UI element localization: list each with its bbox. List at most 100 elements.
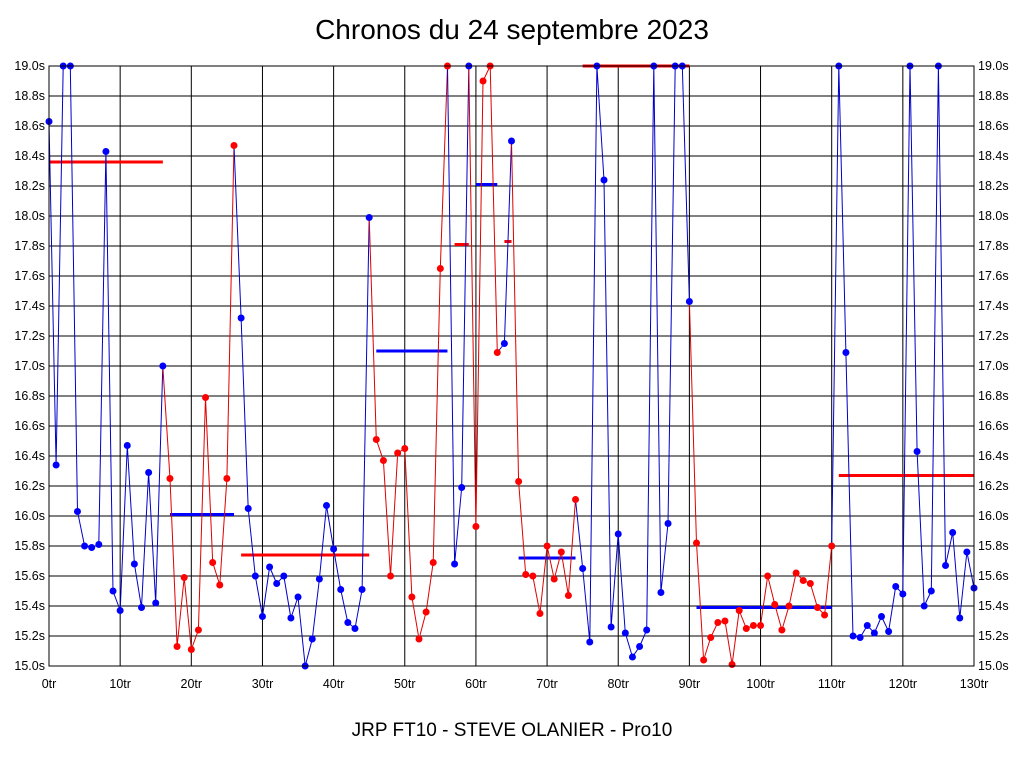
data-point <box>963 548 971 556</box>
data-point <box>842 349 850 356</box>
y-tick-label-right: 18.0s <box>978 209 1009 223</box>
y-tick-label-left: 17.8s <box>14 239 45 253</box>
y-tick-label-left: 18.4s <box>14 149 45 163</box>
data-point <box>785 602 793 610</box>
y-tick-label-right: 17.0s <box>978 359 1009 373</box>
data-point <box>237 314 245 322</box>
data-point <box>52 461 60 469</box>
data-point <box>515 478 523 485</box>
y-tick-label-right: 18.4s <box>978 149 1009 163</box>
data-point <box>372 436 380 443</box>
data-point <box>116 607 124 614</box>
data-point <box>778 626 786 634</box>
data-point <box>273 580 281 587</box>
y-tick-label-left: 16.6s <box>14 419 45 433</box>
data-point <box>700 656 708 664</box>
data-point <box>913 448 921 455</box>
data-point <box>742 625 750 632</box>
data-point <box>109 587 117 595</box>
y-tick-label-right: 18.6s <box>978 119 1009 133</box>
data-point <box>500 340 508 347</box>
series-line <box>468 65 498 527</box>
data-point <box>735 607 743 614</box>
data-point <box>173 643 181 650</box>
data-point <box>81 542 89 550</box>
data-point <box>223 475 231 482</box>
y-tick-label-right: 16.0s <box>978 509 1009 523</box>
data-point <box>251 572 259 580</box>
data-point <box>828 542 836 550</box>
y-tick-label-left: 16.2s <box>14 479 45 493</box>
data-point <box>564 592 572 599</box>
series-line <box>447 65 470 565</box>
y-tick-label-right: 17.2s <box>978 329 1009 343</box>
series-line <box>233 145 370 667</box>
x-tick-label: 120tr <box>889 677 918 691</box>
series-line <box>368 65 448 640</box>
data-point <box>878 613 885 620</box>
series-line <box>48 65 164 611</box>
series-line <box>511 140 576 614</box>
x-tick-label: 0tr <box>42 677 57 691</box>
y-tick-label-left: 18.2s <box>14 179 45 193</box>
data-point <box>166 475 174 482</box>
x-tick-label: 60tr <box>465 677 487 691</box>
data-point <box>266 563 274 571</box>
data-point <box>949 529 957 536</box>
data-point <box>664 520 672 527</box>
data-point <box>771 601 779 608</box>
data-point <box>88 544 96 551</box>
data-point <box>244 505 252 512</box>
y-tick-label-right: 18.8s <box>978 89 1009 103</box>
y-tick-label-right: 16.8s <box>978 389 1009 403</box>
y-tick-label-left: 16.4s <box>14 449 45 463</box>
data-point <box>287 614 295 622</box>
data-point <box>493 349 501 356</box>
y-tick-label-right: 15.2s <box>978 629 1009 643</box>
y-tick-label-right: 16.2s <box>978 479 1009 493</box>
data-point <box>757 622 765 629</box>
data-point <box>95 541 103 548</box>
data-point <box>187 646 195 653</box>
data-point <box>728 661 736 668</box>
data-point <box>529 572 537 580</box>
y-tick-label-left: 15.0s <box>14 659 45 673</box>
y-tick-label-right: 17.6s <box>978 269 1009 283</box>
data-point <box>522 571 530 578</box>
y-tick-label-left: 17.6s <box>14 269 45 283</box>
y-tick-label-right: 19.0s <box>978 59 1009 73</box>
data-point <box>422 608 430 616</box>
y-tick-label-right: 15.4s <box>978 599 1009 613</box>
data-point <box>394 449 402 457</box>
data-point <box>920 602 928 610</box>
data-point <box>365 214 373 221</box>
data-point <box>258 613 266 620</box>
data-point <box>685 298 693 305</box>
data-point <box>429 559 437 566</box>
data-point <box>536 610 544 617</box>
data-point <box>180 574 188 581</box>
x-tick-label: 10tr <box>109 677 131 691</box>
data-point <box>643 626 651 634</box>
data-point <box>102 148 110 155</box>
y-tick-label-left: 16.8s <box>14 389 45 403</box>
data-point <box>202 394 210 401</box>
y-tick-label-left: 18.0s <box>14 209 45 223</box>
data-point <box>749 622 757 629</box>
data-point <box>209 559 217 566</box>
x-tick-label: 70tr <box>536 677 558 691</box>
y-tick-label-left: 15.2s <box>14 629 45 643</box>
x-tick-label: 110tr <box>818 677 846 691</box>
data-point <box>216 581 224 589</box>
y-tick-label-left: 17.0s <box>14 359 45 373</box>
data-point <box>123 442 131 449</box>
y-tick-label-left: 15.6s <box>14 569 45 583</box>
y-tick-label-right: 16.4s <box>978 449 1009 463</box>
data-point <box>130 560 138 568</box>
data-point <box>956 614 964 622</box>
data-point <box>472 523 480 530</box>
series-line <box>575 65 690 659</box>
x-tick-label: 130tr <box>960 677 989 691</box>
data-point <box>415 635 423 643</box>
data-point <box>379 457 387 464</box>
